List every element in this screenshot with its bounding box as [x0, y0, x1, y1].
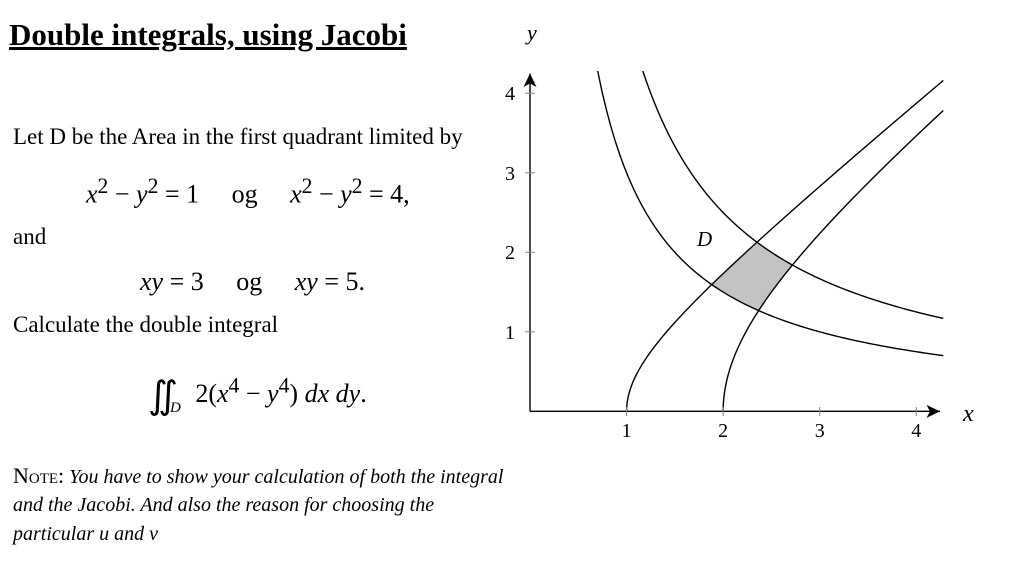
svg-text:4: 4 — [911, 420, 921, 442]
svg-text:y: y — [525, 20, 537, 45]
svg-text:2: 2 — [718, 420, 728, 442]
svg-text:3: 3 — [505, 163, 515, 185]
svg-text:2: 2 — [505, 242, 515, 264]
svg-text:1: 1 — [622, 420, 632, 442]
svg-text:x: x — [962, 401, 974, 427]
svg-text:D: D — [696, 227, 712, 251]
svg-text:3: 3 — [815, 420, 825, 442]
svg-text:4: 4 — [505, 83, 515, 105]
svg-text:1: 1 — [505, 322, 515, 344]
